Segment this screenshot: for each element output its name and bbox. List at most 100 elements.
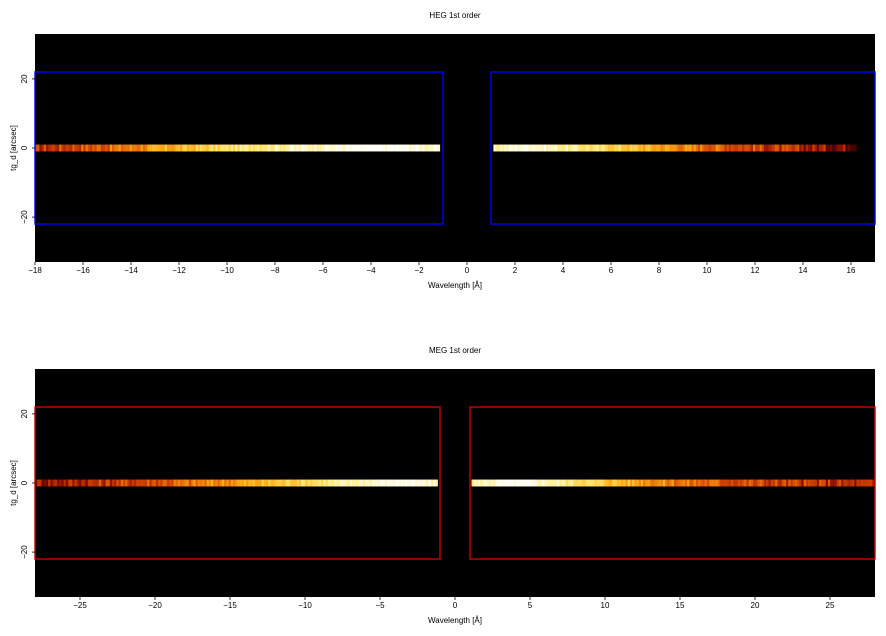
streak-0-cell [332,479,335,487]
streak-1-cell [656,144,659,152]
streak-1-cell [770,479,774,487]
streak-0-cell [323,479,326,487]
streak-0-cell [428,144,432,152]
streak-0-cell [222,479,225,487]
streak-0-cell [186,144,190,152]
streak-1-cell [541,479,545,487]
y-tick-label: 20 [20,409,29,418]
streak-0-cell [424,144,427,152]
streak-1-cell [634,144,637,152]
streak-0-cell [63,479,67,487]
streak-0-cell [246,479,249,487]
streak-1-cell [647,144,650,152]
streak-1-cell [502,144,505,152]
x-tick-label: 25 [826,601,835,610]
streak-1-cell [726,479,730,487]
streak-1-cell [860,479,864,487]
streak-1-cell [779,479,782,487]
streak-0-cell [318,479,322,487]
streak-0-cell [125,144,128,152]
streak-0-cell [310,144,313,152]
streak-0-cell [241,144,245,152]
streak-1-cell [497,144,501,152]
x-axis-label: Wavelength [Å] [428,616,482,625]
streak-0-cell [255,479,258,487]
streak-0-cell [184,479,188,487]
streak-0-cell [250,479,254,487]
streak-1-cell [843,479,846,487]
streak-0-cell [380,144,383,152]
streak-0-cell [175,479,179,487]
streak-0-cell [384,479,388,487]
y-tick-label: −20 [20,210,29,224]
streak-1-cell [654,144,657,152]
streak-0-cell [362,144,366,152]
streak-1-cell [698,144,701,152]
streak-1-cell [863,479,866,487]
streak-0-cell [252,144,256,152]
streak-0-cell [393,479,397,487]
streak-1-cell [667,479,670,487]
streak-0-cell [123,479,126,487]
streak-1-cell [632,144,635,152]
streak-0-cell [186,479,190,487]
streak-0-cell [321,144,324,152]
streak-0-cell [296,479,300,487]
streak-0-cell [120,144,124,152]
streak-0-cell [371,144,375,152]
streak-1-cell [841,479,844,487]
streak-1-cell [689,479,692,487]
streak-0-cell [160,479,163,487]
streak-1-cell [739,144,743,152]
streak-1-cell [783,144,787,152]
streak-0-cell [138,479,141,487]
streak-1-cell [750,479,754,487]
streak-0-cell [217,144,221,152]
streak-1-cell [805,479,809,487]
streak-0-cell [296,144,300,152]
streak-0-cell [57,144,60,152]
streak-1-cell [541,144,545,152]
streak-0-cell [180,479,183,487]
streak-0-cell [290,144,293,152]
streak-0-cell [354,144,357,152]
streak-0-cell [307,479,311,487]
streak-1-cell [748,479,752,487]
streak-0-cell [314,144,317,152]
streak-1-cell [691,144,694,152]
streak-0-cell [129,479,133,487]
streak-0-cell [285,479,289,487]
streak-0-cell [193,479,196,487]
x-tick-label: 20 [751,601,760,610]
streak-0-cell [57,479,60,487]
streak-1-cell [823,479,826,487]
streak-1-cell [493,144,496,152]
streak-1-cell [552,479,556,487]
streak-0-cell [206,479,210,487]
streak-1-cell [610,479,613,487]
streak-0-cell [171,479,174,487]
streak-0-cell [428,479,432,487]
streak-0-cell [195,479,199,487]
streak-1-cell [599,479,602,487]
streak-0-cell [261,144,265,152]
streak-1-cell [660,479,664,487]
streak-1-cell [559,479,562,487]
streak-0-cell [72,479,75,487]
streak-0-cell [219,479,223,487]
streak-0-cell [90,144,93,152]
streak-0-cell [360,479,364,487]
streak-1-cell [711,144,714,152]
streak-1-cell [788,479,791,487]
streak-0-cell [127,479,130,487]
streak-0-cell [417,479,421,487]
streak-1-cell [662,479,666,487]
streak-0-cell [263,479,267,487]
streak-1-cell [838,479,842,487]
streak-0-cell [43,479,47,487]
streak-1-cell [678,144,681,152]
streak-0-cell [400,144,403,152]
streak-1-cell [660,144,664,152]
streak-0-cell [156,479,159,487]
streak-0-cell [235,479,238,487]
